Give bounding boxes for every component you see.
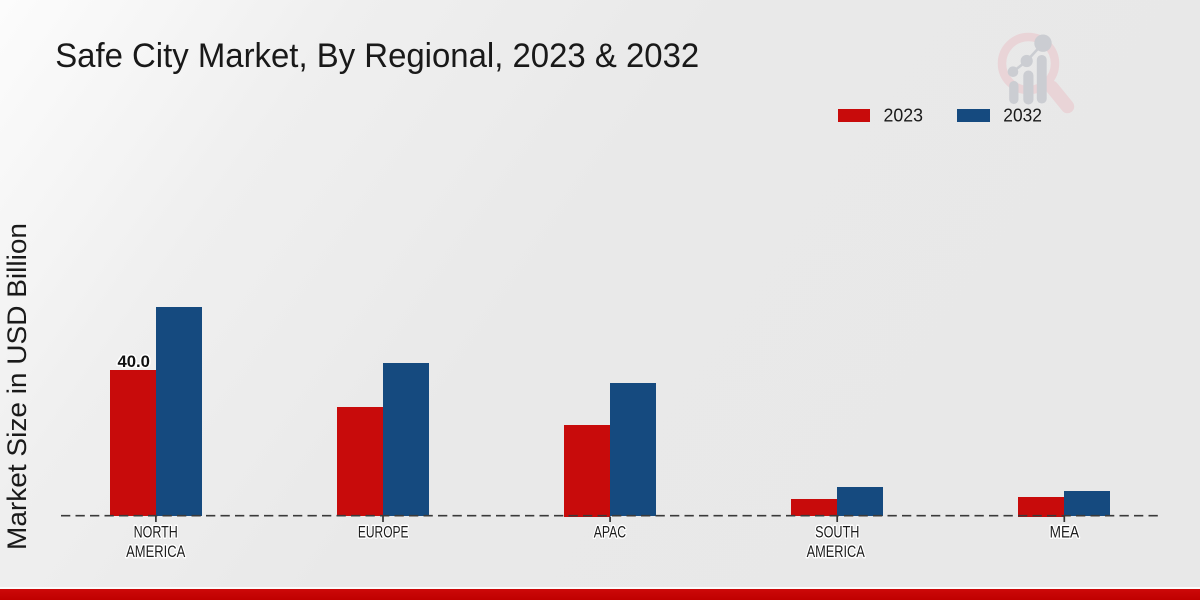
svg-text:AMERICA: AMERICA (126, 542, 186, 561)
svg-text:NORTH: NORTH (134, 522, 178, 541)
svg-text:Market Size in USD Billion: Market Size in USD Billion (2, 223, 32, 550)
svg-text:EUROPE: EUROPE (358, 522, 409, 541)
svg-text:AMERICA: AMERICA (807, 542, 866, 561)
svg-text:2032: 2032 (1003, 105, 1042, 125)
svg-text:MEA: MEA (1050, 522, 1080, 541)
svg-text:SOUTH: SOUTH (815, 522, 859, 541)
svg-text:40.0: 40.0 (117, 352, 150, 371)
svg-text:Safe City Market, By Regional,: Safe City Market, By Regional, 2023 & 20… (55, 37, 699, 75)
svg-text:2023: 2023 (884, 105, 924, 125)
svg-text:APAC: APAC (594, 522, 626, 541)
